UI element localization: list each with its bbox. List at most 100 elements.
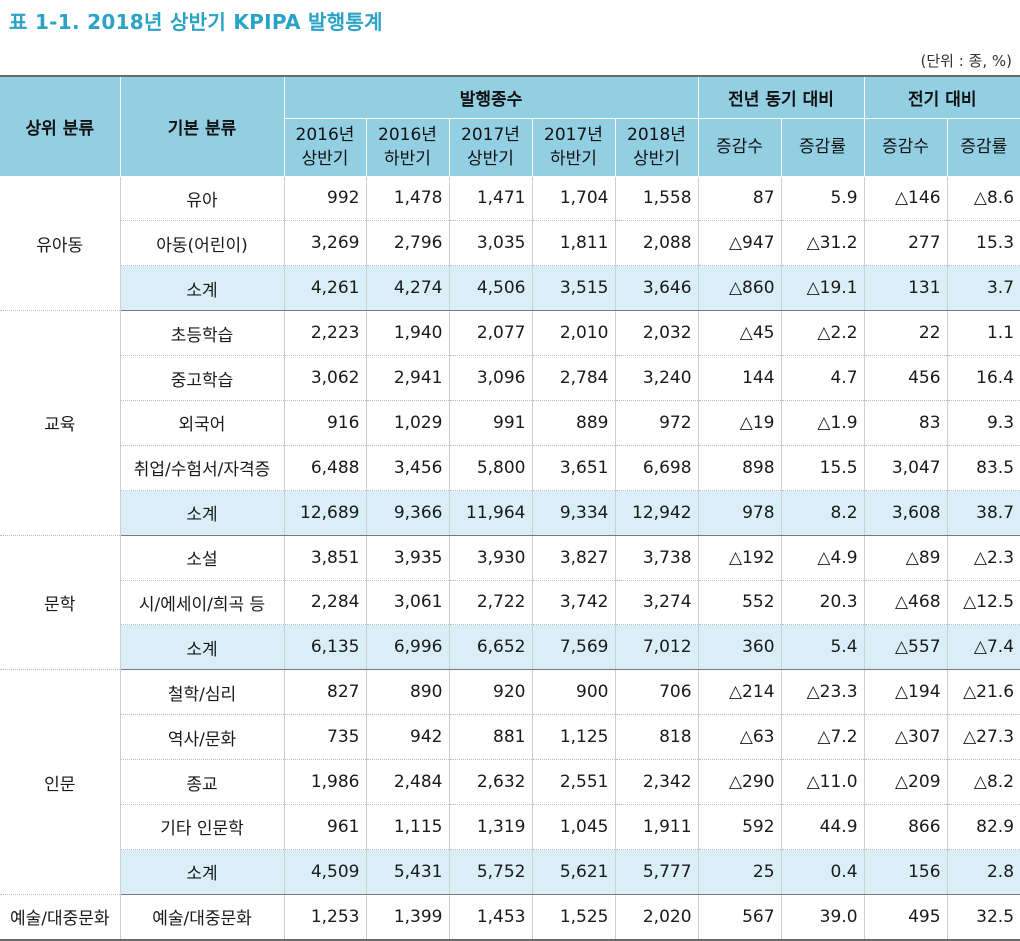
value-cell: 3,738 xyxy=(614,534,699,581)
value-cell: 0.4 xyxy=(780,848,865,895)
value-cell: 1,911 xyxy=(614,803,699,850)
unit-note: (단위 : 종, %) xyxy=(920,52,1012,70)
value-cell: △8.6 xyxy=(946,175,1020,222)
header-group-yoy: 전년 동기 대비 xyxy=(697,75,865,119)
value-cell: 3,515 xyxy=(531,265,616,312)
base-category-cell: 예술/대중문화 xyxy=(119,893,285,941)
value-cell: 3,062 xyxy=(283,355,367,401)
value-cell: 889 xyxy=(531,399,616,446)
value-cell: 2,342 xyxy=(614,759,699,805)
value-cell: 7,569 xyxy=(531,624,616,671)
table-row: 시/에세이/희곡 등 2,284 3,061 2,722 3,742 3,274 552 20… xyxy=(0,579,1020,626)
value-cell: 592 xyxy=(697,803,782,850)
value-cell: 9,366 xyxy=(365,489,450,536)
base-category-cell: 초등학습 xyxy=(119,310,285,357)
value-cell: 866 xyxy=(863,803,948,850)
value-cell: 2,784 xyxy=(531,355,616,401)
value-cell: 735 xyxy=(283,714,367,761)
header-change-rate: 증감률 xyxy=(946,117,1020,177)
value-cell: △8.2 xyxy=(946,759,1020,805)
value-cell: 44.9 xyxy=(780,803,865,850)
value-cell: 456 xyxy=(863,355,948,401)
value-cell: △307 xyxy=(863,714,948,761)
table-row: 교육 초등학습 2,223 1,940 2,077 2,010 2,032 △45 △2.2 22… xyxy=(0,310,1020,536)
top-category-cell: 교육 xyxy=(0,310,121,536)
header-change-count: 증감수 xyxy=(863,117,948,177)
header-period: 2016년 하반기 xyxy=(365,117,450,177)
value-cell: △11.0 xyxy=(780,759,865,805)
value-cell: △1.9 xyxy=(780,399,865,446)
subtotal-row: 소계 4,261 4,274 4,506 3,515 3,646 △860 △19.1 131 3… xyxy=(0,265,1020,312)
value-cell: 5,621 xyxy=(531,848,616,895)
base-category-cell: 소설 xyxy=(119,534,285,581)
value-cell: 991 xyxy=(448,399,533,446)
base-category-cell: 기타 인문학 xyxy=(120,803,285,850)
base-category-cell: 취업/수험서/자격증 xyxy=(120,444,285,491)
value-cell: 4,274 xyxy=(365,265,450,312)
value-cell: 3,061 xyxy=(365,579,450,626)
table-row: 종교 1,986 2,484 2,632 2,551 2,342 △290 △11.0 △209… xyxy=(0,759,1020,805)
value-cell: 1.1 xyxy=(946,310,1020,357)
value-cell: 6,698 xyxy=(614,444,699,491)
table-row: 취업/수험서/자격증 6,488 3,456 5,800 3,651 6,698 898 15… xyxy=(0,444,1020,491)
value-cell: 1,558 xyxy=(614,175,699,222)
value-cell: 2,088 xyxy=(614,220,699,267)
value-cell: 16.4 xyxy=(946,355,1020,401)
value-cell: 4.7 xyxy=(780,355,865,401)
header-top-category: 상위 분류 xyxy=(0,75,121,177)
value-cell: 2,032 xyxy=(614,310,699,357)
base-category-cell: 아동(어린이) xyxy=(120,220,285,267)
table-row: 아동(어린이) 3,269 2,796 3,035 1,811 2,088 △947 △31.… xyxy=(0,220,1020,267)
value-cell: 900 xyxy=(531,669,616,716)
value-cell: △27.3 xyxy=(946,714,1020,761)
table-body: 유아동 유아 992 1,478 1,471 1,704 1,558 87 5.9 △146 △8.… xyxy=(0,175,1020,941)
value-cell: 131 xyxy=(863,265,948,312)
top-category-cell: 유아동 xyxy=(0,175,121,312)
value-cell: △45 xyxy=(697,310,782,357)
value-cell: △146 xyxy=(863,175,948,222)
value-cell: 3,651 xyxy=(531,444,616,491)
value-cell: 3,047 xyxy=(863,444,948,491)
subtotal-row: 소계 12,689 9,366 11,964 9,334 12,942 978 8.2 3,60… xyxy=(0,489,1020,536)
value-cell: 2,941 xyxy=(365,355,450,401)
value-cell: 942 xyxy=(365,714,450,761)
value-cell: 2,796 xyxy=(365,220,450,267)
value-cell: 1,811 xyxy=(531,220,616,267)
value-cell: 2,020 xyxy=(614,893,699,941)
value-cell: 3,274 xyxy=(614,579,699,626)
header-period: 2017년 하반기 xyxy=(531,117,616,177)
top-category-cell: 문학 xyxy=(0,534,121,671)
value-cell: △23.3 xyxy=(780,669,865,716)
value-cell: 3,035 xyxy=(448,220,533,267)
base-category-cell: 철학/심리 xyxy=(119,669,285,716)
value-cell: △557 xyxy=(863,624,948,671)
value-cell: 22 xyxy=(863,310,948,357)
table-row: 중고학습 3,062 2,941 3,096 2,784 3,240 144 4.7 456 16… xyxy=(0,355,1020,401)
value-cell: 5,777 xyxy=(614,848,699,895)
value-cell: △12.5 xyxy=(946,579,1020,626)
value-cell: 1,453 xyxy=(448,893,533,941)
base-category-cell: 역사/문화 xyxy=(120,714,285,761)
value-cell: 9.3 xyxy=(946,399,1020,446)
value-cell: 5.9 xyxy=(780,175,865,222)
value-cell: 3,827 xyxy=(531,534,616,581)
value-cell: △468 xyxy=(863,579,948,626)
subtotal-row: 소계 6,135 6,996 6,652 7,569 7,012 360 5.4 △557 △7.… xyxy=(0,624,1020,671)
header-period: 2017년 상반기 xyxy=(448,117,533,177)
value-cell: 15.3 xyxy=(946,220,1020,267)
header-change-count: 증감수 xyxy=(697,117,782,177)
value-cell: 6,652 xyxy=(448,624,533,671)
value-cell: 7,012 xyxy=(614,624,699,671)
table-row: 문학 소설 3,851 3,935 3,930 3,827 3,738 △192 △4.9 △89… xyxy=(0,534,1020,671)
value-cell: 1,525 xyxy=(531,893,616,941)
value-cell: 5,752 xyxy=(448,848,533,895)
value-cell: 3,646 xyxy=(614,265,699,312)
subtotal-label: 소계 xyxy=(120,265,285,312)
value-cell: 2,632 xyxy=(448,759,533,805)
table-row: 유아동 유아 992 1,478 1,471 1,704 1,558 87 5.9 △146 △8.… xyxy=(0,175,1020,312)
value-cell: 83 xyxy=(863,399,948,446)
value-cell: 4,261 xyxy=(283,265,367,312)
value-cell: △7.2 xyxy=(780,714,865,761)
table-row: 인문 철학/심리 827 890 920 900 706 △214 △23.3 △194 △21.6 xyxy=(0,669,1020,895)
value-cell: 144 xyxy=(697,355,782,401)
